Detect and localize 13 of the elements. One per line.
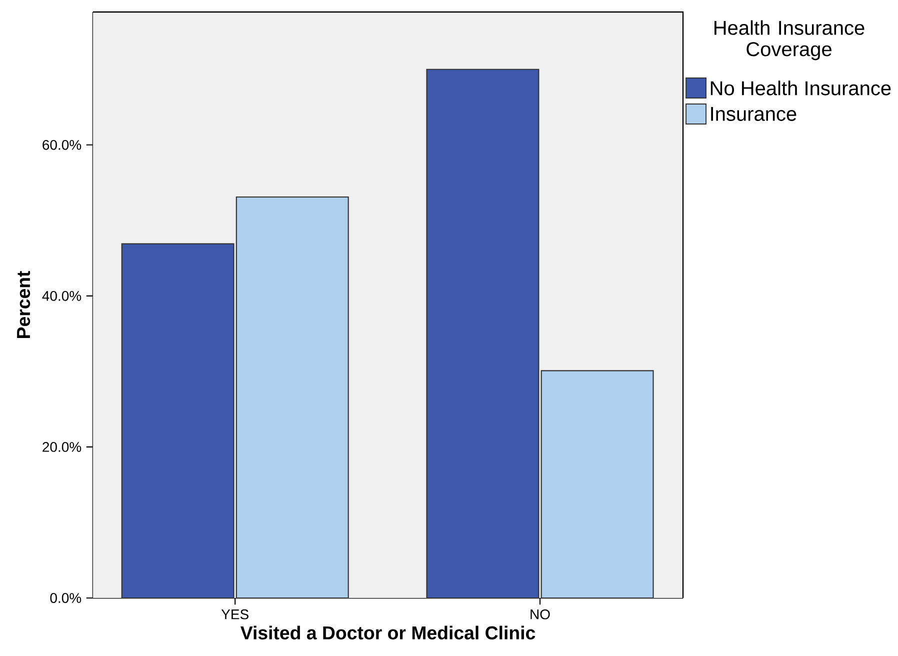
x-axis-title: Visited a Doctor or Medical Clinic	[240, 626, 536, 640]
y-axis-title: Percent	[17, 271, 30, 338]
bar	[426, 68, 540, 599]
y-tick-label: 60.0%	[42, 140, 82, 150]
legend-label: No Health Insurance	[710, 80, 891, 96]
bar	[540, 370, 654, 599]
y-tick-label: 20.0%	[42, 442, 82, 452]
x-tick-label: YES	[221, 609, 248, 620]
x-tick-label: NO	[530, 609, 550, 620]
legend-label: Insurance	[711, 107, 796, 121]
y-tick-label: 40.0%	[42, 290, 82, 301]
y-tick-label: 0.0%	[50, 593, 82, 603]
legend-title: Health Insurance Coverage	[714, 20, 864, 60]
